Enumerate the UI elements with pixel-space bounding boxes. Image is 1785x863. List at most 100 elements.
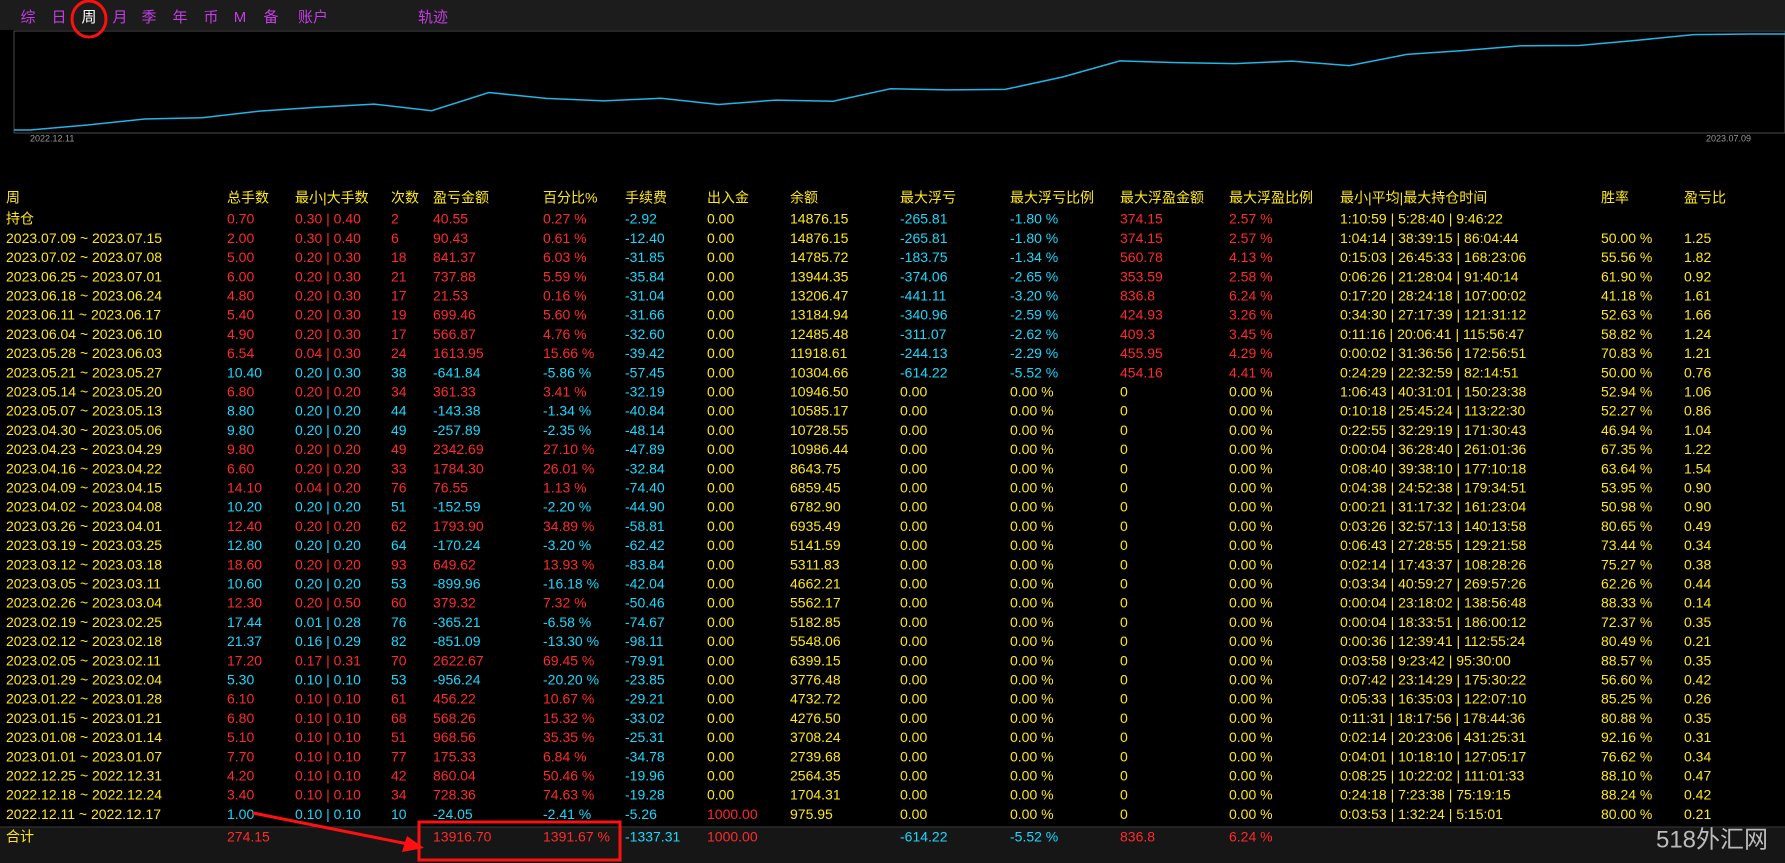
table-cell: -5.52 % bbox=[1010, 364, 1058, 380]
column-header: 余额 bbox=[790, 190, 818, 206]
total-cell: 13916.70 bbox=[433, 829, 492, 845]
table-cell: 0.20 | 0.20 bbox=[295, 499, 361, 515]
table-cell: 88.57 % bbox=[1601, 652, 1652, 668]
table-cell: -25.31 bbox=[625, 729, 665, 745]
table-cell: 0:03:34 | 40:59:27 | 269:57:26 bbox=[1340, 576, 1527, 592]
table-cell: 12.40 bbox=[227, 518, 262, 534]
table-cell: -374.06 bbox=[900, 268, 948, 284]
table-cell: 53 bbox=[391, 576, 407, 592]
table-cell: 12485.48 bbox=[790, 326, 849, 342]
table-cell: 10.60 bbox=[227, 576, 262, 592]
table-cell: 1.24 bbox=[1684, 326, 1711, 342]
table-cell: 67.35 % bbox=[1601, 441, 1652, 457]
table-cell: 175.33 bbox=[433, 748, 476, 764]
column-header: 胜率 bbox=[1601, 190, 1629, 206]
table-cell: 6.80 bbox=[227, 384, 254, 400]
table-cell: 76.62 % bbox=[1601, 748, 1652, 764]
table-cell: 353.59 bbox=[1120, 268, 1163, 284]
table-cell: -5.86 % bbox=[543, 364, 591, 380]
table-cell: -2.65 % bbox=[1010, 268, 1058, 284]
tab[interactable]: 季 bbox=[141, 9, 156, 26]
table-cell: 0:07:42 | 23:14:29 | 175:30:22 bbox=[1340, 672, 1527, 688]
table-cell: 0.10 | 0.10 bbox=[295, 672, 361, 688]
table-cell: 2023.01.15 ~ 2023.01.21 bbox=[6, 710, 162, 726]
table-cell: 2622.67 bbox=[433, 652, 484, 668]
table-cell: 50.46 % bbox=[543, 768, 594, 784]
table-cell: -5.26 bbox=[625, 806, 657, 822]
table-cell: -183.75 bbox=[900, 249, 948, 265]
tab[interactable]: 年 bbox=[172, 9, 187, 26]
tab[interactable]: 综 bbox=[20, 9, 35, 26]
table-cell: 1000.00 bbox=[707, 806, 758, 822]
table-cell: 1.06 bbox=[1684, 384, 1711, 400]
table-cell: 62.26 % bbox=[1601, 576, 1652, 592]
table-cell: 70.83 % bbox=[1601, 345, 1652, 361]
table-cell: 0 bbox=[1120, 499, 1128, 515]
table-cell: 374.15 bbox=[1120, 230, 1163, 246]
tab[interactable]: 账户 bbox=[298, 9, 328, 26]
tab[interactable]: 月 bbox=[112, 9, 127, 26]
table-cell: 0.00 % bbox=[1229, 595, 1273, 611]
table-cell: 2.57 % bbox=[1229, 230, 1273, 246]
table-cell: 0.16 % bbox=[543, 288, 587, 304]
report-table: 周 总手数 最小|大手数 次数 盈亏金额 百分比% 手续费 出入金 余额 最大浮亏 最大浮亏比例 最大… bbox=[6, 190, 1726, 845]
table-cell: -2.92 bbox=[625, 211, 657, 227]
table-cell: 0.00 bbox=[900, 403, 927, 419]
table-cell: 4276.50 bbox=[790, 710, 841, 726]
table-cell: 0:11:16 | 20:06:41 | 115:56:47 bbox=[1340, 326, 1524, 342]
table-cell: 3.45 % bbox=[1229, 326, 1273, 342]
table-cell: 0.14 bbox=[1684, 595, 1711, 611]
arrow-head bbox=[402, 836, 424, 852]
table-cell: 0 bbox=[1120, 672, 1128, 688]
table-cell: 12.30 bbox=[227, 595, 262, 611]
table-cell: 88.33 % bbox=[1601, 595, 1652, 611]
table-cell: 5141.59 bbox=[790, 537, 841, 553]
table-cell: 0:05:33 | 16:35:03 | 122:07:10 bbox=[1340, 691, 1527, 707]
table-cell: 5.00 bbox=[227, 249, 254, 265]
table-cell: 0.00 % bbox=[1010, 691, 1054, 707]
table-cell: 0.00 bbox=[900, 460, 927, 476]
table-cell: 42 bbox=[391, 768, 407, 784]
table-cell: 0.00 bbox=[707, 384, 734, 400]
table-cell: 6.80 bbox=[227, 710, 254, 726]
table-cell: 0.00 % bbox=[1229, 422, 1273, 438]
table-cell: 0 bbox=[1120, 748, 1128, 764]
table-cell: 2022.12.18 ~ 2022.12.24 bbox=[6, 787, 162, 803]
table-cell: 53 bbox=[391, 672, 407, 688]
table-cell: 5562.17 bbox=[790, 595, 841, 611]
table-cell: 0 bbox=[1120, 422, 1128, 438]
column-header: 最小|平均|最大持仓时间 bbox=[1340, 190, 1487, 206]
table-cell: -899.96 bbox=[433, 576, 481, 592]
table-cell: 0.00 bbox=[707, 403, 734, 419]
column-header: 百分比% bbox=[543, 190, 597, 206]
table-cell: 0:03:53 | 1:32:24 | 5:15:01 bbox=[1340, 806, 1503, 822]
tab[interactable]: 日 bbox=[51, 9, 66, 26]
table-cell: 0.00 % bbox=[1010, 537, 1054, 553]
table-cell: 10304.66 bbox=[790, 364, 849, 380]
table-cell: 10 bbox=[391, 806, 407, 822]
tab[interactable]: M bbox=[234, 9, 247, 26]
table-cell: 6935.49 bbox=[790, 518, 841, 534]
table-cell: 0 bbox=[1120, 537, 1128, 553]
table-cell: 2023.03.12 ~ 2023.03.18 bbox=[6, 556, 162, 572]
table-cell: 0.31 bbox=[1684, 729, 1711, 745]
table-cell: 2023.04.30 ~ 2023.05.06 bbox=[6, 422, 162, 438]
tab[interactable]: 轨迹 bbox=[418, 9, 448, 26]
tab[interactable]: 备 bbox=[263, 9, 278, 26]
total-cell: -614.22 bbox=[900, 829, 948, 845]
table-cell: 0.00 bbox=[900, 518, 927, 534]
table-cell: 0.00 % bbox=[1229, 576, 1273, 592]
tab[interactable]: 周 bbox=[81, 9, 96, 26]
equity-chart: 2022.12.11 2023.07.09 bbox=[14, 33, 1785, 143]
table-cell: 0:00:04 | 36:28:40 | 261:01:36 bbox=[1340, 441, 1527, 457]
table-cell: 0.35 bbox=[1684, 614, 1711, 630]
table-cell: 2023.04.02 ~ 2023.04.08 bbox=[6, 499, 162, 515]
table-cell: -311.07 bbox=[900, 326, 947, 342]
table-cell: -50.46 bbox=[625, 595, 665, 611]
table-cell: -3.20 % bbox=[1010, 288, 1058, 304]
table-cell: 1.61 bbox=[1684, 288, 1711, 304]
tab[interactable]: 币 bbox=[203, 9, 218, 26]
table-cell: 0.00 bbox=[707, 748, 734, 764]
table-cell: -2.35 % bbox=[543, 422, 591, 438]
table-cell: -42.04 bbox=[625, 576, 665, 592]
